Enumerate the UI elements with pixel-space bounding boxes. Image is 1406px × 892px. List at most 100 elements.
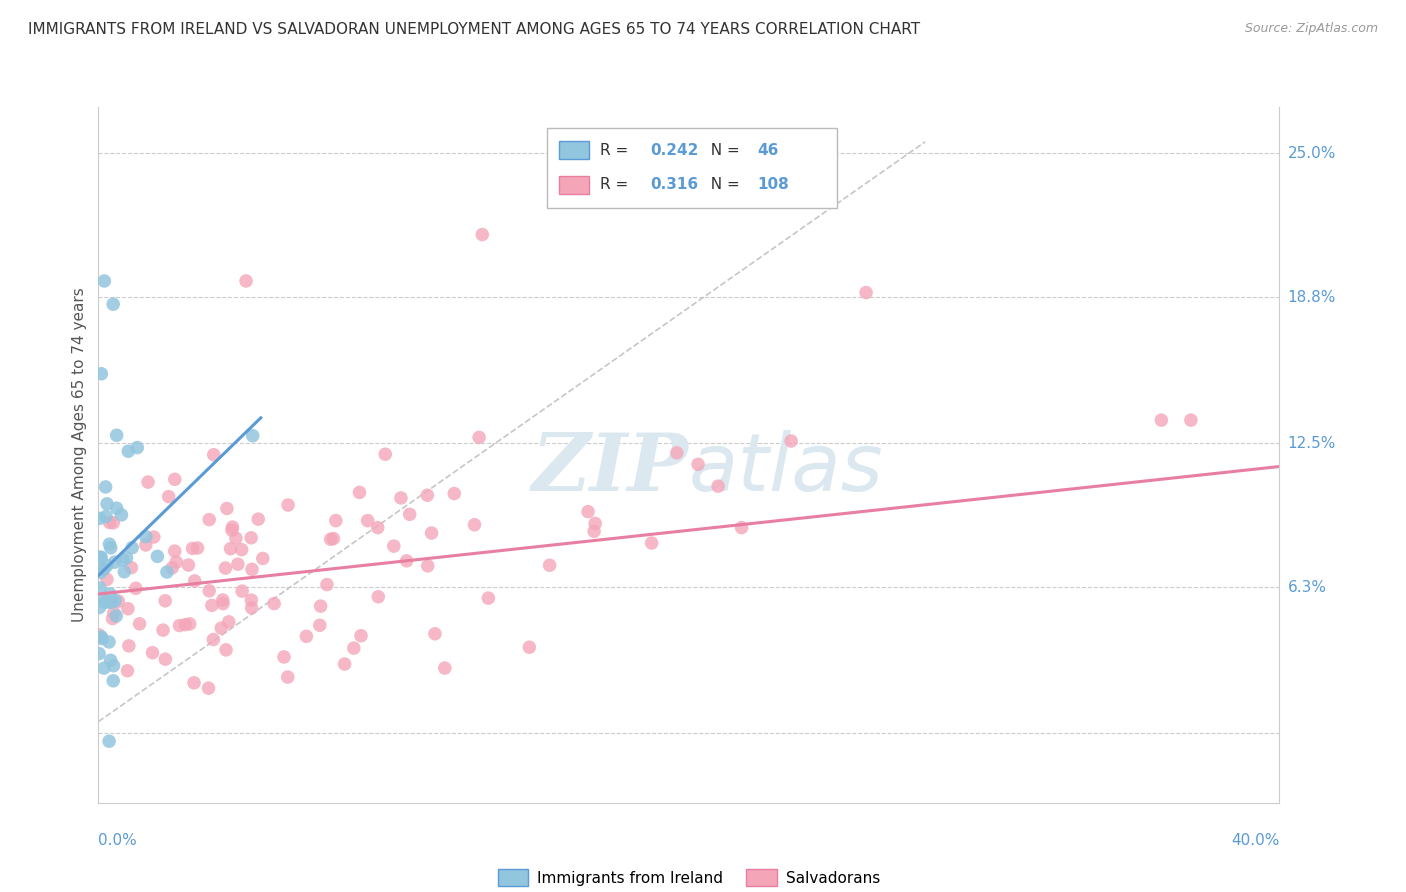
Point [242,428,264,442]
Point [89,600,111,615]
FancyBboxPatch shape [547,128,837,208]
Point [90,630,112,644]
Point [100,595,122,609]
Point [226,558,249,572]
Point [89,581,111,595]
Point [221,520,243,534]
Point [855,285,877,300]
Point [117,664,139,678]
Point [707,479,730,493]
Point [1150,413,1173,427]
Point [103,658,125,673]
Point [103,516,125,530]
Text: R =: R = [600,178,634,193]
Point [90,367,112,381]
Point [247,512,270,526]
Point [576,505,599,519]
Point [198,513,221,527]
Point [152,623,174,637]
Point [98,537,121,551]
Point [105,501,128,516]
Point [93,562,115,576]
Text: 0.0%: 0.0% [98,833,138,848]
Point [110,508,132,522]
Point [183,676,205,690]
Point [308,618,330,632]
Point [174,617,197,632]
Point [240,593,263,607]
Point [395,554,418,568]
Point [583,524,606,539]
Text: IMMIGRANTS FROM IRELAND VS SALVADORAN UNEMPLOYMENT AMONG AGES 65 TO 74 YEARS COR: IMMIGRANTS FROM IRELAND VS SALVADORAN UN… [28,22,921,37]
Text: Source: ZipAtlas.com: Source: ZipAtlas.com [1244,22,1378,36]
Point [423,627,446,641]
Point [325,514,347,528]
Point [163,472,186,486]
Point [471,227,494,242]
Point [201,599,224,613]
Point [96,595,118,609]
Point [100,653,122,667]
Point [225,531,247,545]
Point [215,643,238,657]
Point [273,649,295,664]
Point [277,498,299,512]
Point [89,511,111,525]
Point [433,661,456,675]
Point [215,501,238,516]
Point [263,597,285,611]
Point [367,590,389,604]
Text: 0.316: 0.316 [650,178,699,193]
Point [98,516,121,530]
Point [135,538,157,552]
Text: ZIP: ZIP [531,430,689,508]
Point [89,550,111,565]
Point [214,561,236,575]
Point [295,629,318,643]
Point [181,541,204,556]
Point [94,595,117,609]
Point [538,558,561,573]
Text: 18.8%: 18.8% [1288,290,1336,305]
Point [87,647,110,661]
Point [186,541,208,555]
Point [98,587,121,601]
Text: 46: 46 [758,143,779,158]
Point [104,593,127,607]
Point [136,475,159,489]
Point [209,621,232,635]
Point [91,632,114,646]
Point [96,558,118,573]
Point [517,640,540,655]
Point [177,558,200,572]
Point [730,521,752,535]
Bar [560,177,589,194]
Point [120,560,142,574]
Point [374,447,396,461]
Point [197,681,219,696]
Point [156,565,179,579]
Point [100,541,122,555]
Text: atlas: atlas [689,430,884,508]
Point [93,274,115,288]
Point [240,562,263,576]
Point [90,550,112,565]
Point [103,297,125,311]
Text: R =: R = [600,143,634,158]
Point [389,491,412,505]
Text: N =: N = [700,178,744,193]
Point [333,657,356,671]
Point [198,583,221,598]
Point [94,480,117,494]
Point [141,646,163,660]
Point [477,591,499,606]
Point [183,574,205,588]
Text: 25.0%: 25.0% [1288,146,1336,161]
Point [356,514,378,528]
Point [640,536,662,550]
Text: 6.3%: 6.3% [1288,580,1327,595]
Point [117,601,139,615]
Point [105,609,128,624]
Point [127,441,149,455]
Point [163,544,186,558]
